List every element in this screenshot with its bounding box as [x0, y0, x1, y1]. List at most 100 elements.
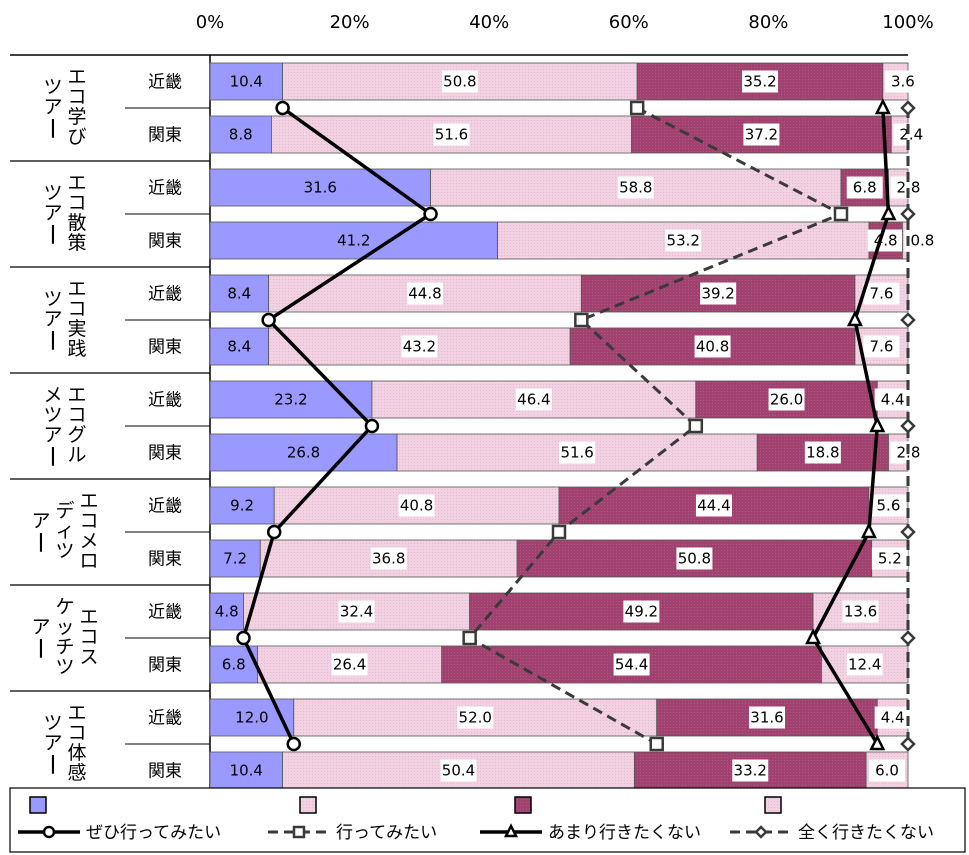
group-label-char: ス — [79, 646, 98, 668]
data-label: 51.6 — [560, 444, 593, 462]
group-label-char: コ — [67, 192, 86, 214]
data-label: 33.2 — [734, 762, 767, 780]
legend-marker — [42, 825, 56, 839]
data-label-bg — [804, 441, 841, 464]
group-label-char: 策 — [67, 232, 86, 254]
data-label: 5.2 — [878, 550, 902, 568]
legend-label: ぜひ行ってみたい — [86, 823, 221, 843]
group-label-char: | — [50, 444, 57, 466]
group-label-char: ツ — [55, 540, 74, 562]
group-label-char: コ — [79, 626, 98, 648]
group-label-char: | — [50, 752, 57, 774]
region-label: 近畿 — [148, 603, 182, 623]
data-label-bg — [338, 600, 375, 623]
data-label-bg — [559, 441, 596, 464]
group-label-char: ア — [43, 424, 62, 446]
group-label-char: ア — [31, 616, 50, 638]
data-label-bg — [623, 600, 660, 623]
line-point — [833, 206, 849, 222]
data-label-bg — [863, 282, 900, 305]
x-tick-label: 40% — [469, 12, 509, 33]
data-label-bg — [401, 335, 438, 358]
group-label-char: エ — [67, 384, 86, 406]
group-label-char: エ — [67, 702, 86, 724]
data-label: 18.8 — [806, 444, 839, 462]
group-label-char: チ — [55, 636, 74, 658]
data-label-bg — [440, 759, 477, 782]
line-point — [286, 736, 302, 752]
x-tick-label: 20% — [330, 12, 370, 33]
data-label-bg — [863, 335, 900, 358]
data-label: 26.8 — [287, 444, 320, 462]
group-label-char: | — [38, 636, 45, 658]
data-label: 8.4 — [227, 285, 251, 303]
x-tick-label: 100% — [882, 12, 933, 33]
group-label-char: び — [67, 126, 86, 148]
line-point — [860, 522, 877, 539]
data-label-bg — [743, 123, 780, 146]
data-label: 51.6 — [435, 126, 468, 144]
bar-segment — [209, 539, 261, 578]
line-point — [869, 734, 886, 751]
bar-segment — [271, 115, 632, 154]
bars: 10.4 50.8 35.2 3.6 8.8 51.6 37.2 2.4 31.6 58.8 6.8… — [209, 62, 941, 790]
data-label: 31.6 — [750, 709, 783, 727]
group-label-char: エ — [67, 66, 86, 88]
group-label-char: エ — [79, 606, 98, 628]
group-label-char: コ — [67, 298, 86, 320]
legend-box — [9, 787, 966, 853]
x-tick-label: 80% — [748, 12, 788, 33]
data-label: 2.4 — [899, 126, 923, 144]
bar-segment — [209, 62, 283, 101]
line-point — [236, 630, 251, 646]
group-label-char: エ — [67, 172, 86, 194]
group-label-char: ツ — [43, 182, 62, 204]
line-point — [900, 630, 916, 646]
group-label-char: 感 — [67, 762, 86, 784]
group-label-char: ル — [67, 444, 86, 466]
legend: ぜひ行ってみたい 行ってみたい あまり行きたくない 全く行きたくない — [9, 787, 966, 853]
data-label: 32.4 — [340, 603, 373, 621]
data-label: 52.0 — [459, 709, 492, 727]
line-point — [574, 312, 589, 328]
line-point — [846, 310, 863, 327]
row-labels: 近畿関東エコ学びツア|近畿関東エコ散策ツア|近畿関東エコ実践ツア|近畿関東エコグ… — [31, 66, 182, 784]
line-point — [629, 100, 645, 116]
group-label-char: 践 — [67, 338, 86, 360]
data-label-bg — [874, 706, 911, 729]
region-label: 関東 — [148, 232, 182, 252]
line-point — [900, 206, 916, 222]
region-label: 関東 — [148, 126, 182, 146]
series-lines — [236, 98, 916, 752]
data-label-bg — [665, 229, 702, 252]
group-label-char: | — [50, 116, 57, 138]
data-label-bg — [700, 282, 737, 305]
line-point — [261, 312, 276, 328]
data-label: 2.8 — [897, 179, 921, 197]
legend-swatch — [514, 796, 532, 814]
x-tick-label: 0% — [196, 12, 225, 33]
data-label: 41.2 — [337, 232, 370, 250]
data-label: 5.6 — [877, 497, 901, 515]
bar-segment — [209, 433, 398, 472]
group-label-char: ツ — [55, 656, 74, 678]
group-label-char: | — [38, 530, 45, 552]
data-label: 35.2 — [743, 73, 776, 91]
bar-segment — [636, 62, 884, 101]
data-label: 10.4 — [230, 762, 263, 780]
data-label: 49.2 — [625, 603, 658, 621]
line-point — [900, 312, 916, 328]
group-label-char: メ — [43, 384, 62, 406]
group-label-char: 学 — [67, 106, 86, 128]
data-label: 7.6 — [870, 285, 894, 303]
group-label-char: コ — [67, 722, 86, 744]
data-label-bg — [768, 388, 805, 411]
data-label-bg — [874, 388, 911, 411]
data-label-bg — [742, 70, 779, 93]
data-label: 6.8 — [853, 179, 877, 197]
line-point — [900, 100, 916, 116]
data-label: 44.8 — [408, 285, 441, 303]
data-label-bg — [515, 388, 552, 411]
data-label-bg — [904, 229, 941, 252]
data-label-bg — [694, 335, 731, 358]
